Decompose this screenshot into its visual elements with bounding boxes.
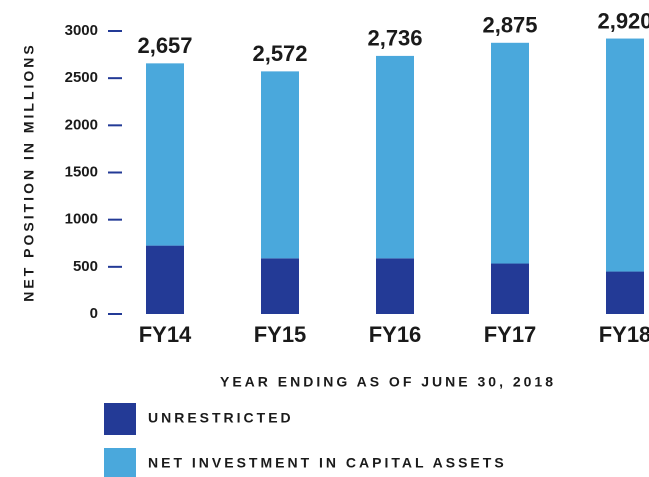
bar-segment — [376, 55, 414, 259]
total-label: 2,736 — [367, 26, 422, 51]
legend-swatch — [104, 448, 136, 477]
y-tick-label: 1000 — [65, 211, 98, 228]
x-tick-label: FY17 — [484, 322, 537, 347]
bar-segment — [491, 263, 529, 314]
x-tick-label: FY16 — [369, 322, 422, 347]
y-tick-label: 2000 — [65, 116, 98, 133]
legend-label: NET INVESTMENT IN CAPITAL ASSETS — [148, 455, 507, 471]
y-axis-label: NET POSITION IN MILLIONS — [21, 42, 37, 301]
bar-segment — [606, 271, 644, 314]
legend-label: UNRESTRICTED — [148, 410, 294, 426]
y-tick-label: 500 — [73, 258, 98, 275]
bar-segment — [376, 258, 414, 314]
total-label: 2,657 — [137, 33, 192, 58]
bar-segment — [261, 71, 299, 259]
bar-segment — [606, 38, 644, 272]
y-tick-label: 3000 — [65, 22, 98, 39]
y-tick-label: 0 — [90, 305, 98, 322]
x-tick-label: FY18 — [599, 322, 649, 347]
legend-swatch — [104, 403, 136, 435]
y-tick-label: 1500 — [65, 163, 98, 180]
y-tick-label: 2500 — [65, 69, 98, 86]
total-label: 2,572 — [252, 41, 307, 66]
total-label: 2,875 — [482, 13, 537, 38]
x-tick-label: FY14 — [139, 322, 192, 347]
bar-segment — [261, 258, 299, 314]
bar-segment — [146, 245, 184, 314]
x-axis-label: YEAR ENDING AS OF JUNE 30, 2018 — [220, 374, 556, 390]
bar-segment — [146, 63, 184, 246]
bar-segment — [491, 42, 529, 264]
x-tick-label: FY15 — [254, 322, 307, 347]
total-label: 2,920 — [597, 8, 649, 33]
